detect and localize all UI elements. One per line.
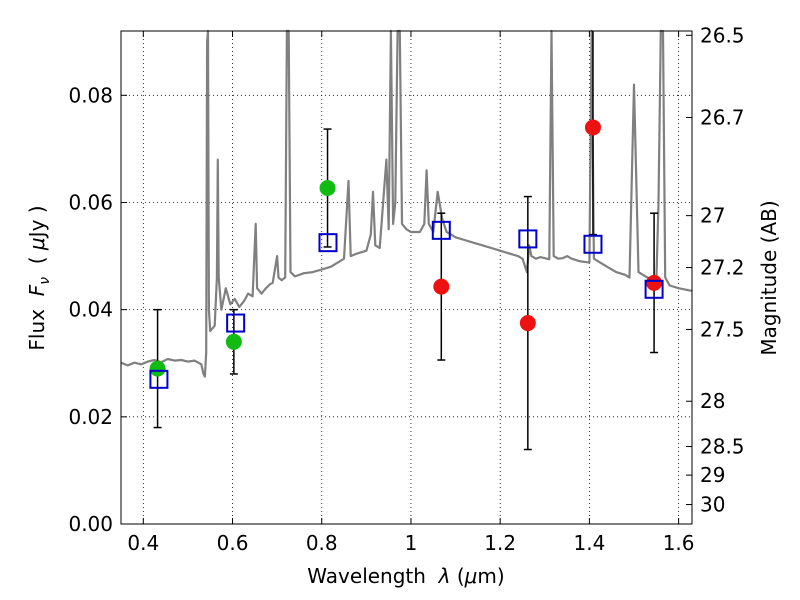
model-photometry-square [583,234,603,254]
x-axis-unit-open: ( [451,564,465,588]
y-tick-labels: 0.00 0.02 0.04 0.06 0.08 [68,83,113,536]
y2-tick-label: 27.2 [700,256,745,280]
green-point [319,180,336,197]
red-point [646,274,663,291]
y2-tick-labels: 26.5 26.7 27 27.2 27.5 28 28.5 29 30 [700,23,745,516]
green-point [149,360,166,377]
x-tick-label: 1.2 [484,531,516,555]
y-axis-label-text: Flux [25,296,49,350]
y2-tick-label: 29 [700,463,725,487]
x-axis-unit-close: m) [477,564,504,588]
model-photometry-square [518,229,538,249]
x-axis-label: Wavelength λ (μm) [307,564,504,588]
y2-tick-label: 26.5 [700,23,745,47]
model-photometry-square [644,279,664,299]
error-bars [153,31,659,451]
y2-tick-label: 30 [700,493,725,517]
x-tick-label: 1.6 [663,531,695,555]
y-axis-unit-close: Jy ) [25,205,49,239]
model-photometry-square [318,233,338,253]
y-axis-label: Flux Fν ( μJy ) [25,205,53,350]
model-spectrum-line [120,29,693,378]
x-axis-unit-mu: μ [464,564,478,588]
x-tick-label: 1 [405,531,418,555]
y-axis-unit-mu: μ [25,237,49,251]
y-tick-label: 0.00 [68,512,113,536]
y2-tick-label: 27.5 [700,317,745,341]
model-photometry-square [226,313,246,333]
y2-tick-label: 27 [700,204,725,228]
y-axis-symbol: F [25,284,49,296]
model-spectrum [120,29,693,378]
model-photometry-square [431,220,451,240]
y2-tick-label: 28.5 [700,435,745,459]
y-axis-unit-open: ( [25,250,49,277]
data-points [149,119,663,377]
x-axis-symbol: λ [438,564,451,588]
x-tick-labels: 0.4 0.6 0.8 1 1.2 1.4 1.6 [127,531,694,555]
model-photometry-square [149,369,169,389]
y-tick-label: 0.02 [68,405,113,429]
green-point [225,333,242,350]
y2-axis-label: Magnitude (AB) [757,200,781,355]
plot-frame [120,30,693,525]
x-axis-label-text: Wavelength [307,564,438,588]
x-tick-label: 0.6 [217,531,249,555]
model-photometry-squares [149,220,664,389]
x-tick-label: 0.8 [306,531,338,555]
red-point [519,315,536,332]
x-tick-label: 1.4 [573,531,605,555]
y-tick-label: 0.06 [68,190,113,214]
y-tick-label: 0.04 [68,298,113,322]
x-tick-label: 0.4 [127,531,159,555]
y2-tick-label: 26.7 [700,106,745,130]
red-point [433,278,450,295]
y-axis-subscript: ν [37,277,53,285]
red-point [584,119,601,136]
y-tick-label: 0.08 [68,83,113,107]
tick-marks [121,31,692,525]
y2-tick-label: 28 [700,389,725,413]
